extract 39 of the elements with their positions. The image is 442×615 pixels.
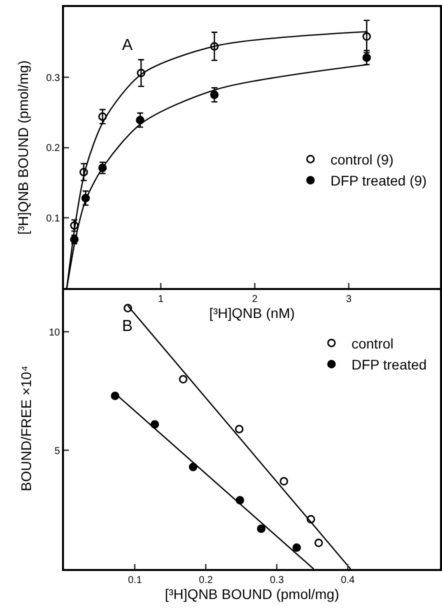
x-tick-label: 3 — [346, 294, 352, 305]
point — [314, 538, 323, 548]
y-tick-label: 0.1 — [46, 213, 60, 224]
x-axis-title: [³H]QNB BOUND (pmol/mg) — [164, 586, 340, 602]
point — [210, 90, 219, 100]
x-tick-label: 0.2 — [198, 575, 214, 586]
point — [79, 168, 88, 176]
y-tick-label: 10 — [48, 327, 60, 338]
x-tick-label: 0.1 — [128, 575, 142, 586]
point — [306, 514, 316, 524]
point — [178, 375, 188, 384]
legend-label: control — [351, 335, 394, 352]
point — [98, 112, 107, 121]
y-tick-label: 0.3 — [46, 72, 60, 84]
point — [256, 524, 266, 533]
annotation: B — [122, 318, 133, 335]
y-axis-title: [³H]QNB BOUND (pmol/mg) — [15, 60, 32, 235]
point — [124, 304, 132, 312]
y-tick-label: 5 — [54, 446, 60, 457]
x-tick-label: 1 — [158, 294, 164, 305]
y-tick-label: 0.2 — [46, 143, 60, 154]
y-axis-title: BOUND/FREE ×10⁴ — [18, 366, 34, 492]
point — [362, 53, 371, 62]
point — [234, 424, 244, 434]
point — [188, 462, 198, 472]
point — [362, 32, 371, 41]
legend-label: control (9) — [330, 152, 394, 168]
point — [292, 543, 301, 552]
x-axis-title: [³H]QNB (nM) — [209, 305, 295, 321]
point — [210, 42, 219, 51]
legend-label: DFP treated (9) — [330, 172, 427, 189]
x-tick-label: 0.3 — [270, 575, 284, 586]
point — [136, 116, 144, 124]
x-tick-label: 2 — [252, 294, 258, 305]
point — [136, 68, 146, 78]
legend-label: DFP treated — [351, 356, 427, 373]
x-tick-label: 0.4 — [340, 575, 356, 586]
point — [280, 477, 288, 486]
annotation: A — [122, 37, 133, 54]
